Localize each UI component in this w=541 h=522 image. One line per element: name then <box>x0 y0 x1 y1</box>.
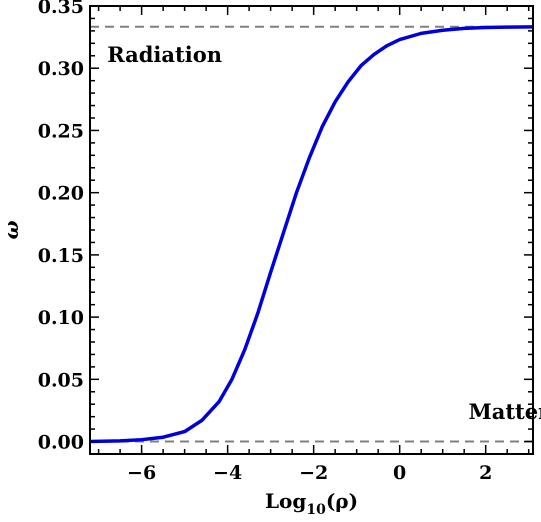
x-tick-label: −6 <box>127 462 156 484</box>
y-tick-label: 0.05 <box>38 369 84 391</box>
x-axis-label: Log10(ρ) <box>265 489 358 518</box>
axis-ticks: −6 −4 −2 0 2 0.00 0.05 0.10 0.15 0.20 0.25 0.30 0.35 <box>38 0 533 484</box>
plot-area <box>89 25 534 444</box>
x-tick-label: 0 <box>393 462 406 484</box>
y-tick-label: 0.30 <box>38 58 84 80</box>
x-axis-label-arg: (ρ) <box>326 489 358 513</box>
x-tick-label: −2 <box>299 462 328 484</box>
annotation-radiation: Radiation <box>107 42 222 67</box>
y-tick-label: 0.15 <box>38 245 84 267</box>
y-tick-label: 0.10 <box>38 307 84 329</box>
x-tick-label: −4 <box>213 462 242 484</box>
y-tick-label: 0.00 <box>38 432 84 454</box>
omega-curve <box>89 25 534 444</box>
y-axis-label: ω <box>0 220 23 239</box>
x-axis-label-subscript: 10 <box>306 502 326 518</box>
annotation-matter: Matter <box>468 399 541 424</box>
plot-frame <box>89 5 534 455</box>
x-tick-label: 2 <box>479 462 492 484</box>
y-tick-label: 0.25 <box>38 120 84 142</box>
x-axis-label-log: Log <box>265 489 306 513</box>
y-tick-label: 0.35 <box>38 0 84 18</box>
y-tick-label: 0.20 <box>38 183 84 205</box>
